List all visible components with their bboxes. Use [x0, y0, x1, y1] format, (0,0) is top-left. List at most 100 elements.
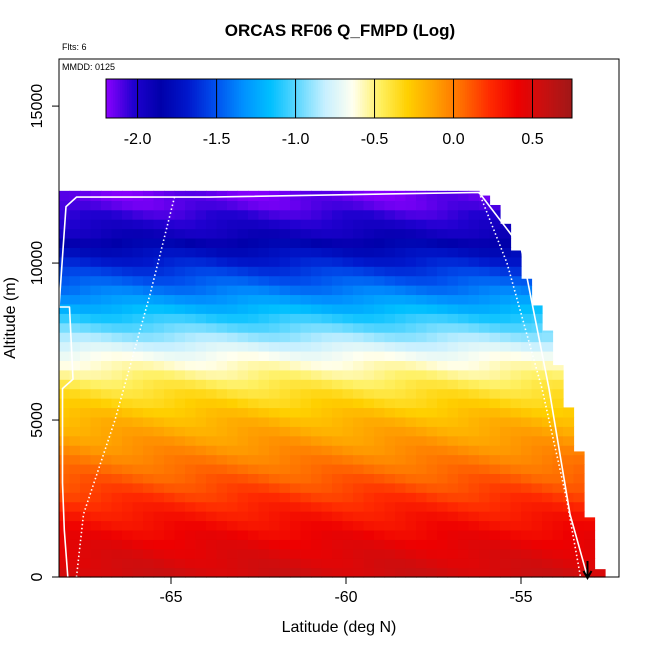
heatmap-cell [185, 190, 197, 201]
heatmap-cell [311, 303, 323, 314]
heatmap-cell [101, 341, 113, 352]
heatmap-cell [416, 511, 428, 522]
heatmap-cell [206, 237, 218, 248]
heatmap-cell [80, 379, 92, 390]
colorbar-segment [476, 79, 480, 118]
colorbar-segment [471, 79, 475, 118]
heatmap-cell [300, 426, 312, 437]
heatmap-cell [122, 313, 134, 324]
colorbar-segment [329, 79, 333, 118]
heatmap-cell [363, 379, 375, 390]
heatmap-cell [164, 567, 176, 578]
colorbar-segment [455, 79, 459, 118]
heatmap-cell [279, 529, 291, 540]
colorbar-segment [108, 79, 112, 118]
heatmap-cell [479, 426, 491, 437]
heatmap-cell [521, 520, 533, 531]
heatmap-cell [563, 445, 575, 456]
heatmap-cell [143, 435, 155, 446]
heatmap-cell [353, 190, 365, 201]
heatmap-cell [552, 558, 564, 569]
heatmap-cell [563, 435, 575, 446]
heatmap-cell [542, 492, 554, 503]
heatmap-cell [405, 558, 417, 569]
heatmap-cell [458, 341, 470, 352]
heatmap-cell [269, 435, 281, 446]
heatmap-cell [111, 445, 123, 456]
heatmap-cell [90, 511, 102, 522]
heatmap-cell [290, 567, 302, 578]
heatmap-cell [542, 332, 554, 343]
heatmap-cell [111, 313, 123, 324]
colorbar-segment [269, 79, 272, 118]
heatmap-cell [143, 237, 155, 248]
heatmap-cell [353, 313, 365, 324]
heatmap-cell [80, 445, 92, 456]
heatmap-cell [321, 426, 333, 437]
heatmap-cell [437, 313, 449, 324]
heatmap-cell [458, 511, 470, 522]
heatmap-cell [447, 435, 459, 446]
heatmap-cell [489, 558, 501, 569]
heatmap-cell [69, 313, 81, 324]
heatmap-cell [269, 369, 281, 380]
heatmap-cell [311, 548, 323, 559]
heatmap-cell [416, 482, 428, 493]
heatmap-cell [80, 350, 92, 361]
heatmap-cell [363, 200, 375, 211]
heatmap-cell [101, 256, 113, 267]
heatmap-cell [353, 228, 365, 239]
heatmap-cell [279, 379, 291, 390]
heatmap-cell [164, 388, 176, 399]
heatmap-cell [174, 303, 186, 314]
heatmap-cell [111, 426, 123, 437]
heatmap-cell [363, 567, 375, 578]
heatmap-cell [59, 492, 71, 503]
heatmap-cell [468, 237, 480, 248]
heatmap-cell [552, 463, 564, 474]
heatmap-cell [395, 322, 407, 333]
heatmap-cell [363, 341, 375, 352]
colorbar-segment [530, 79, 533, 118]
heatmap-cell [279, 313, 291, 324]
heatmap-cell [405, 529, 417, 540]
heatmap-cell [405, 200, 417, 211]
heatmap-cell [500, 463, 512, 474]
heatmap-cell [542, 426, 554, 437]
colorbar-segment [411, 79, 415, 118]
heatmap-cell [374, 313, 386, 324]
colorbar-segment [415, 79, 419, 118]
heatmap-cell [101, 379, 113, 390]
heatmap-cell [69, 332, 81, 343]
heatmap-cell [164, 501, 176, 512]
heatmap-cell [248, 548, 260, 559]
heatmap-cell [258, 407, 270, 418]
heatmap-cell [384, 228, 396, 239]
heatmap-cell [206, 463, 218, 474]
heatmap-cell [363, 473, 375, 484]
heatmap-cell [111, 492, 123, 503]
heatmap-cell [122, 322, 134, 333]
heatmap-cell [311, 407, 323, 418]
heatmap-cell [237, 435, 249, 446]
heatmap-cell [500, 313, 512, 324]
heatmap-cell [342, 548, 354, 559]
colorbar-frame [105, 78, 573, 119]
heatmap-cell [311, 341, 323, 352]
heatmap-cell [80, 435, 92, 446]
heatmap-cell [258, 209, 270, 220]
heatmap-cell [500, 228, 512, 239]
heatmap-cell [479, 511, 491, 522]
heatmap-cell [521, 313, 533, 324]
heatmap-cell [300, 473, 312, 484]
heatmap-cell [342, 303, 354, 314]
heatmap-cell [290, 398, 302, 409]
heatmap-cell [164, 407, 176, 418]
heatmap-cell [363, 463, 375, 474]
heatmap-cell [174, 219, 186, 230]
heatmap-cell [195, 200, 207, 211]
heatmap-cell [153, 454, 165, 465]
heatmap-cell [405, 266, 417, 277]
heatmap-cell [164, 463, 176, 474]
heatmap-cell [489, 398, 501, 409]
